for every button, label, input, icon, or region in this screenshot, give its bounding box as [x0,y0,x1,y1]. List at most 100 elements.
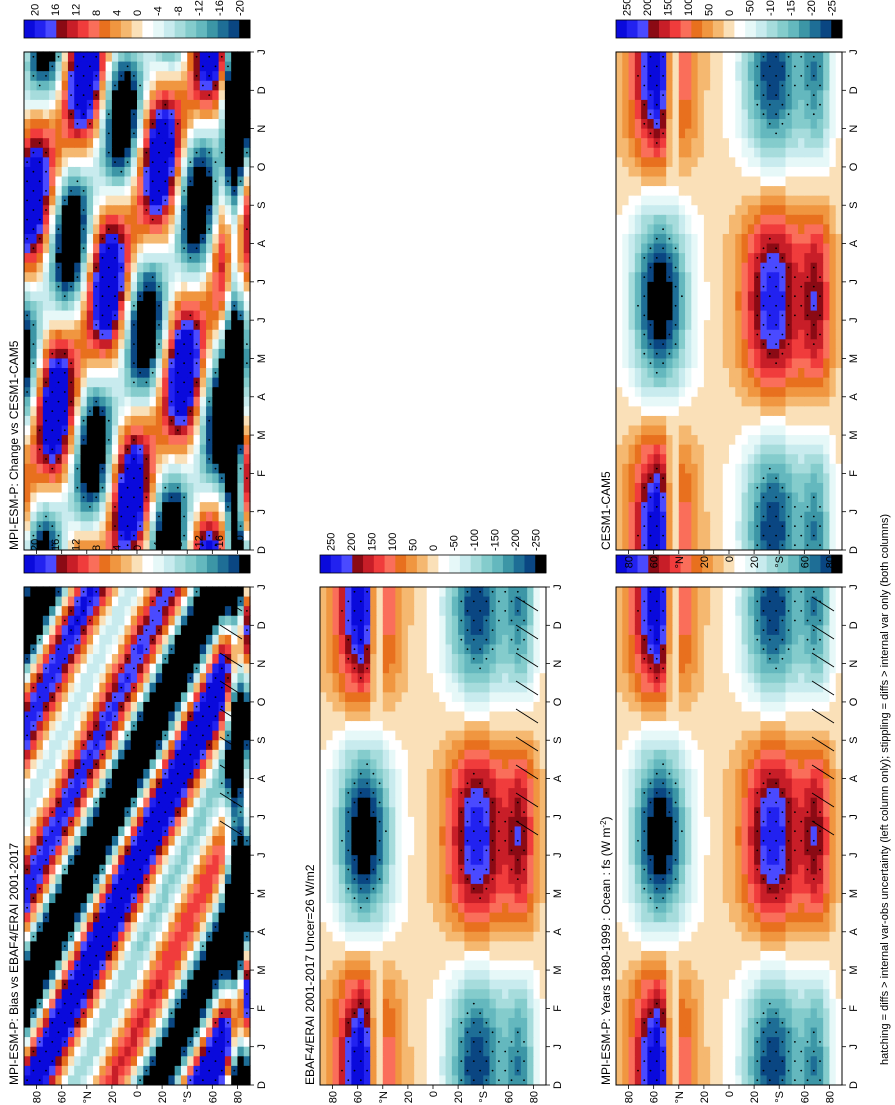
heat-cell [779,1046,787,1057]
heat-cell [735,338,743,349]
heat-cell [407,1046,415,1057]
heat-cell [445,931,453,942]
heat-cell [464,1055,472,1066]
heat-cell [363,959,371,971]
heat-cell [628,233,636,244]
heat-cell [760,271,768,282]
heat-cell [741,979,749,990]
heat-cell [804,854,812,865]
stipple-dot [662,285,664,288]
heat-cell [835,1036,843,1047]
heat-cell [791,892,799,904]
heat-cell [445,1046,453,1057]
heat-cell [691,1074,699,1085]
heat-cell [426,1046,434,1057]
heat-cell [685,405,692,416]
heat-cell [332,931,340,942]
heat-cell [345,1026,352,1038]
heat-cell [829,777,837,789]
heat-cell [622,185,630,196]
heat-cell [791,424,799,436]
stipple-dot [655,103,658,106]
heat-cell [678,777,686,789]
heat-cell [798,902,805,913]
heat-cell [722,204,730,215]
heat-cell [766,902,774,913]
heat-cell [659,367,667,378]
heat-cell [716,252,724,263]
heat-cell [616,70,623,81]
heat-cell [641,892,648,904]
heat-cell [741,730,749,741]
heat-cell [829,396,837,407]
heat-cell [502,1017,509,1028]
heat-cell [616,624,623,635]
heat-cell [641,51,648,62]
heat-cell [747,453,755,464]
stipple-dot [800,304,803,307]
heat-cell [389,1074,396,1085]
heat-cell [616,1026,623,1038]
heat-cell [729,643,736,655]
stipple-dot [762,782,765,785]
heat-cell [754,969,761,980]
heat-cell [659,959,667,971]
heat-cell [729,1036,736,1047]
heat-cell [772,883,780,894]
heat-cell [678,902,686,913]
heat-cell [495,998,503,1009]
heat-cell [760,348,768,359]
heat-cell [326,998,334,1009]
heat-cell [722,60,730,72]
heat-cell [810,998,818,1009]
heat-cell [716,60,724,72]
heat-cell [716,319,724,330]
stipple-dot [762,820,765,823]
heat-cell [823,80,831,91]
heat-cell [716,624,724,635]
lat-tick-label: °S [774,1091,786,1103]
heat-cell [729,854,736,865]
heat-cell [389,979,396,990]
heat-cell [616,108,623,120]
heat-cell [760,147,768,158]
month-tick-label: A [848,239,860,247]
heat-cell [823,424,831,436]
heat-cell [829,797,837,808]
heat-cell [678,108,686,120]
stipple-dot [649,667,652,670]
heat-cell [798,777,805,789]
heat-cell [616,931,623,942]
heat-cell [816,758,824,769]
heat-cell [785,720,793,731]
heat-cell [502,1055,509,1066]
heat-cell [622,768,630,779]
heat-cell [810,204,818,215]
stipple-dot [643,868,646,871]
heat-cell [710,377,718,388]
stipple-dot [655,65,658,68]
heat-cell [616,300,623,311]
heat-cell [823,204,831,215]
stipple-dot [637,534,639,537]
heat-cell [735,482,743,493]
heat-cell [351,950,359,961]
colorbar-label: -200 [806,0,818,16]
heat-cell [351,1017,359,1028]
heat-cell [622,424,630,436]
heat-cell [616,672,623,683]
heat-cell [729,491,736,503]
heat-cell [710,787,718,798]
heat-cell [691,99,699,110]
heat-cell [622,472,630,483]
heat-cell [816,185,824,196]
heat-cell [791,931,799,942]
heat-cell [678,979,686,990]
heat-cell [779,530,787,541]
heat-cell [634,720,642,731]
heat-cell [816,959,824,971]
heat-cell [747,940,755,951]
heat-cell [666,338,674,349]
heat-cell [622,51,630,62]
